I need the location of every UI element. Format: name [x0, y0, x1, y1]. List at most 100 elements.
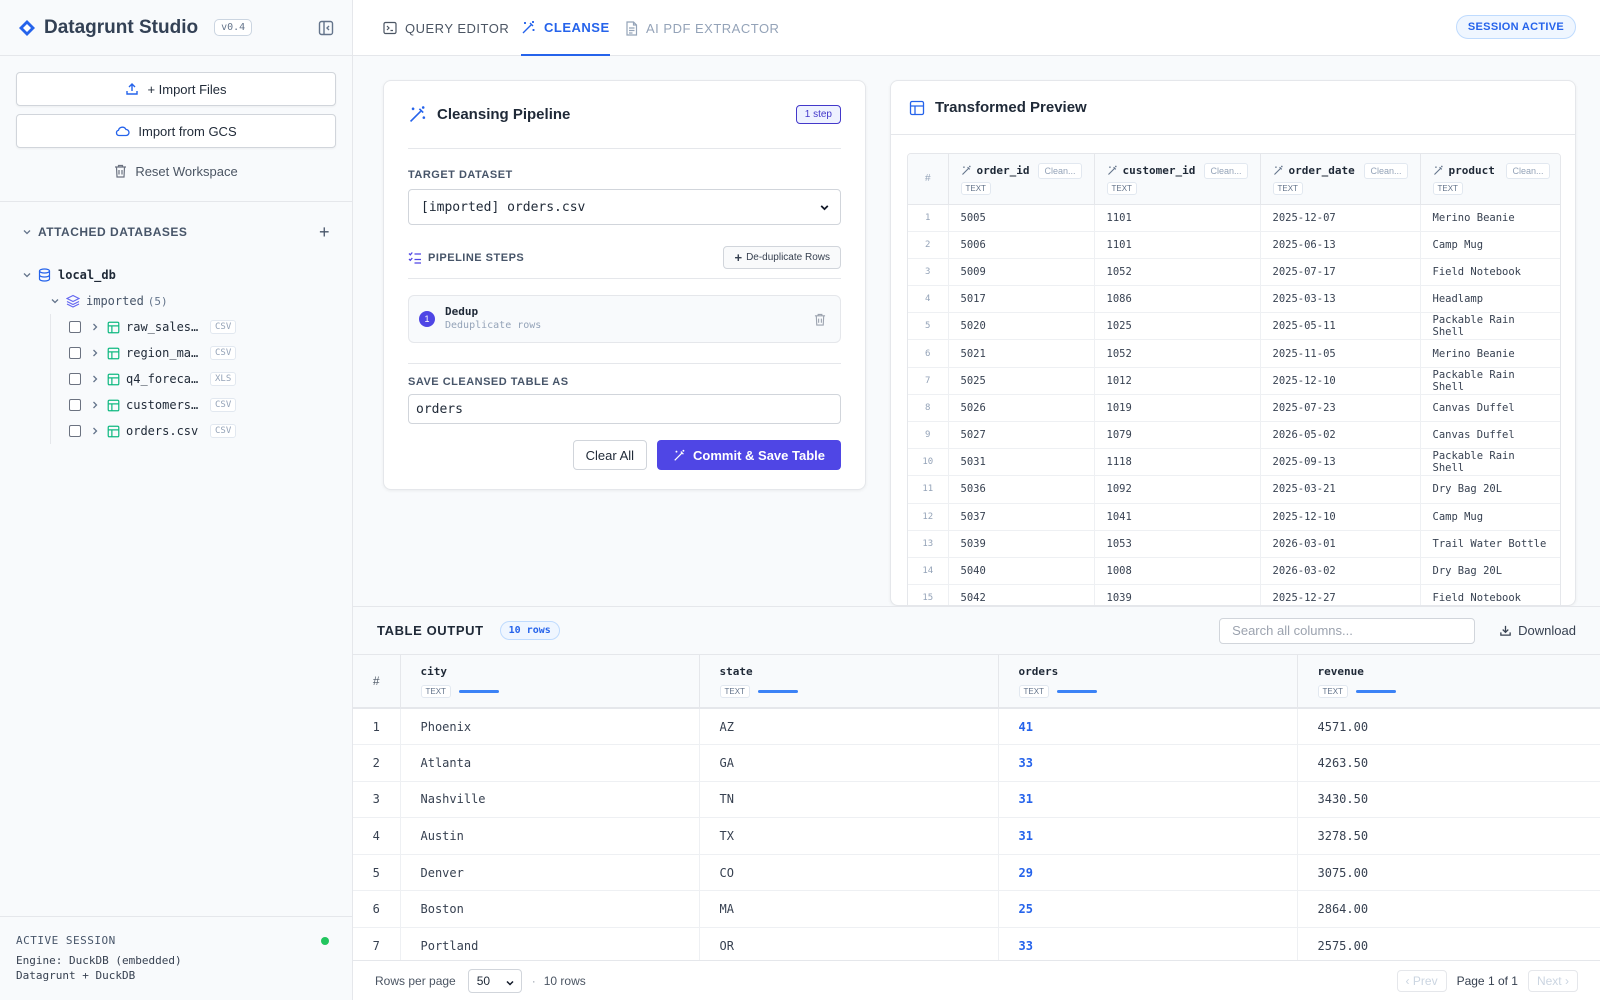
target-dataset-label: TARGET DATASET — [408, 169, 513, 181]
table-row: 1 5005 1101 2025-12-07 Merino Beanie — [908, 204, 1560, 232]
list-checks-icon — [408, 251, 422, 264]
row-number: 9 — [908, 421, 949, 450]
rows-per-page-select[interactable]: 50 — [467, 968, 522, 993]
chevron-right-icon — [91, 400, 99, 410]
table-cell: 1025 — [1094, 312, 1261, 341]
table-cell: 2025-05-11 — [1260, 312, 1421, 341]
table-cell: Merino Beanie — [1420, 339, 1560, 368]
row-number: 3 — [353, 781, 401, 819]
tree-db-local[interactable]: local_db — [22, 262, 352, 288]
table-cell[interactable]: 31 — [998, 817, 1298, 855]
database-icon — [38, 268, 51, 282]
clean-column-button[interactable]: Clean... — [1204, 162, 1248, 179]
table-cell[interactable]: 41 — [998, 708, 1298, 746]
table-checkbox[interactable] — [69, 399, 81, 411]
prev-page-button[interactable]: ‹ Prev — [1396, 969, 1447, 992]
table-cell[interactable]: 29 — [998, 854, 1298, 892]
table-cell: 2025-03-21 — [1260, 475, 1421, 504]
column-header[interactable]: city TEXT — [400, 655, 700, 709]
import-gcs-button[interactable]: Import from GCS — [16, 114, 336, 148]
download-button[interactable]: Download — [1499, 623, 1576, 638]
column-meta: TEXT — [1018, 682, 1277, 698]
column-header[interactable]: revenue TEXT — [1297, 655, 1600, 709]
download-icon — [1499, 624, 1512, 637]
table-item[interactable]: customers.csv CSV — [69, 392, 352, 418]
type-badge: TEXT — [719, 684, 750, 698]
attached-databases-header[interactable]: ATTACHED DATABASES + — [0, 202, 352, 262]
column-name: city — [420, 664, 448, 678]
row-number: 5 — [353, 854, 401, 892]
tab-query-editor[interactable]: QUERY EDITOR — [383, 0, 509, 56]
table-cell: OR — [699, 927, 999, 961]
table-item[interactable]: region_master.csv CSV — [69, 340, 352, 366]
table-cell: 1053 — [1094, 530, 1261, 558]
column-meta: TEXT — [1317, 682, 1580, 698]
target-dataset-select[interactable]: [imported] orders.csv — [408, 189, 841, 225]
table-cell[interactable]: 33 — [998, 927, 1298, 961]
import-files-button[interactable]: + Import Files — [16, 72, 336, 106]
clean-column-button[interactable]: Clean... — [1364, 162, 1408, 179]
table-cell: Canvas Duffel — [1420, 421, 1560, 450]
save-as-input[interactable]: orders — [408, 394, 841, 424]
table-cell: Field Notebook — [1420, 258, 1560, 287]
search-input[interactable]: Search all columns... — [1219, 617, 1476, 644]
clean-column-button[interactable]: Clean... — [1038, 162, 1082, 179]
target-dataset-value: [imported] orders.csv — [421, 199, 586, 215]
table-list: raw_sales_2025.csv CSV region_master.csv CS… — [50, 314, 352, 444]
table-checkbox[interactable] — [69, 321, 81, 333]
tab-label: QUERY EDITOR — [405, 20, 510, 36]
table-checkbox[interactable] — [69, 425, 81, 437]
column-header[interactable]: customer_id Clean... TEXT — [1094, 154, 1261, 205]
column-header[interactable]: product Clean... TEXT — [1420, 154, 1560, 205]
delete-step-icon[interactable] — [814, 313, 826, 326]
table-cell: 4571.00 — [1297, 708, 1600, 746]
column-header[interactable]: orders TEXT — [998, 655, 1298, 709]
wand-icon — [961, 165, 972, 176]
table-cell: 1101 — [1094, 231, 1261, 259]
row-number: 3 — [908, 258, 949, 287]
add-database-icon[interactable]: + — [318, 221, 330, 242]
wand-icon — [673, 449, 686, 462]
row-number: 1 — [353, 708, 401, 746]
table-checkbox[interactable] — [69, 373, 81, 385]
column-stat-bar — [458, 690, 499, 694]
column-header[interactable]: order_date Clean... TEXT — [1260, 154, 1421, 205]
table-cell: 2025-06-13 — [1260, 231, 1421, 259]
table-row: 2 Atlanta GA 33 4263.50 — [353, 744, 1600, 782]
chevron-left-icon: ‹ — [1405, 973, 1410, 988]
table-checkbox[interactable] — [69, 347, 81, 359]
next-page-button[interactable]: Next › — [1527, 969, 1578, 992]
table-item[interactable]: orders.csv CSV — [69, 418, 352, 444]
type-badge: TEXT — [420, 684, 451, 698]
table-icon — [107, 321, 120, 334]
tree-schema-imported[interactable]: imported (5) — [22, 288, 352, 314]
stack-info: Datagrunt + DuckDB — [16, 969, 136, 982]
table-item[interactable]: q4_forecast.xls XLS — [69, 366, 352, 392]
column-header[interactable]: order_id Clean... TEXT — [948, 154, 1095, 205]
table-cell: MA — [699, 890, 999, 929]
tab-ai-pdf-extractor[interactable]: AI PDF EXTRACTOR — [625, 0, 779, 56]
table-cell: 5031 — [948, 448, 1095, 477]
column-header[interactable]: state TEXT — [699, 655, 999, 709]
column-header-index: # — [908, 154, 949, 205]
commit-save-button[interactable]: Commit & Save Table — [657, 440, 841, 470]
table-cell: 2025-07-17 — [1260, 258, 1421, 287]
tab-cleanse[interactable]: CLEANSE — [521, 0, 610, 56]
add-dedup-step-button[interactable]: + De-duplicate Rows — [723, 246, 841, 269]
table-row: 3 5009 1052 2025-07-17 Field Notebook — [908, 258, 1560, 287]
collapse-sidebar-icon[interactable] — [318, 20, 334, 36]
table-cell: Headlamp — [1420, 285, 1560, 314]
version-badge: v0.4 — [214, 19, 253, 36]
clean-column-button[interactable]: Clean... — [1506, 162, 1550, 179]
table-cell[interactable]: 33 — [998, 744, 1298, 782]
table-cell[interactable]: 25 — [998, 890, 1298, 929]
table-item[interactable]: raw_sales_2025.csv CSV — [69, 314, 352, 340]
clear-all-button[interactable]: Clear All — [572, 440, 648, 470]
table-cell: Nashville — [400, 781, 700, 819]
row-number: 7 — [908, 367, 949, 395]
row-number: 6 — [908, 339, 949, 368]
table-cell: Dry Bag 20L — [1420, 557, 1560, 586]
table-cell[interactable]: 31 — [998, 781, 1298, 819]
reset-workspace-button[interactable]: Reset Workspace — [16, 156, 336, 186]
attached-databases-label: ATTACHED DATABASES — [38, 225, 188, 239]
